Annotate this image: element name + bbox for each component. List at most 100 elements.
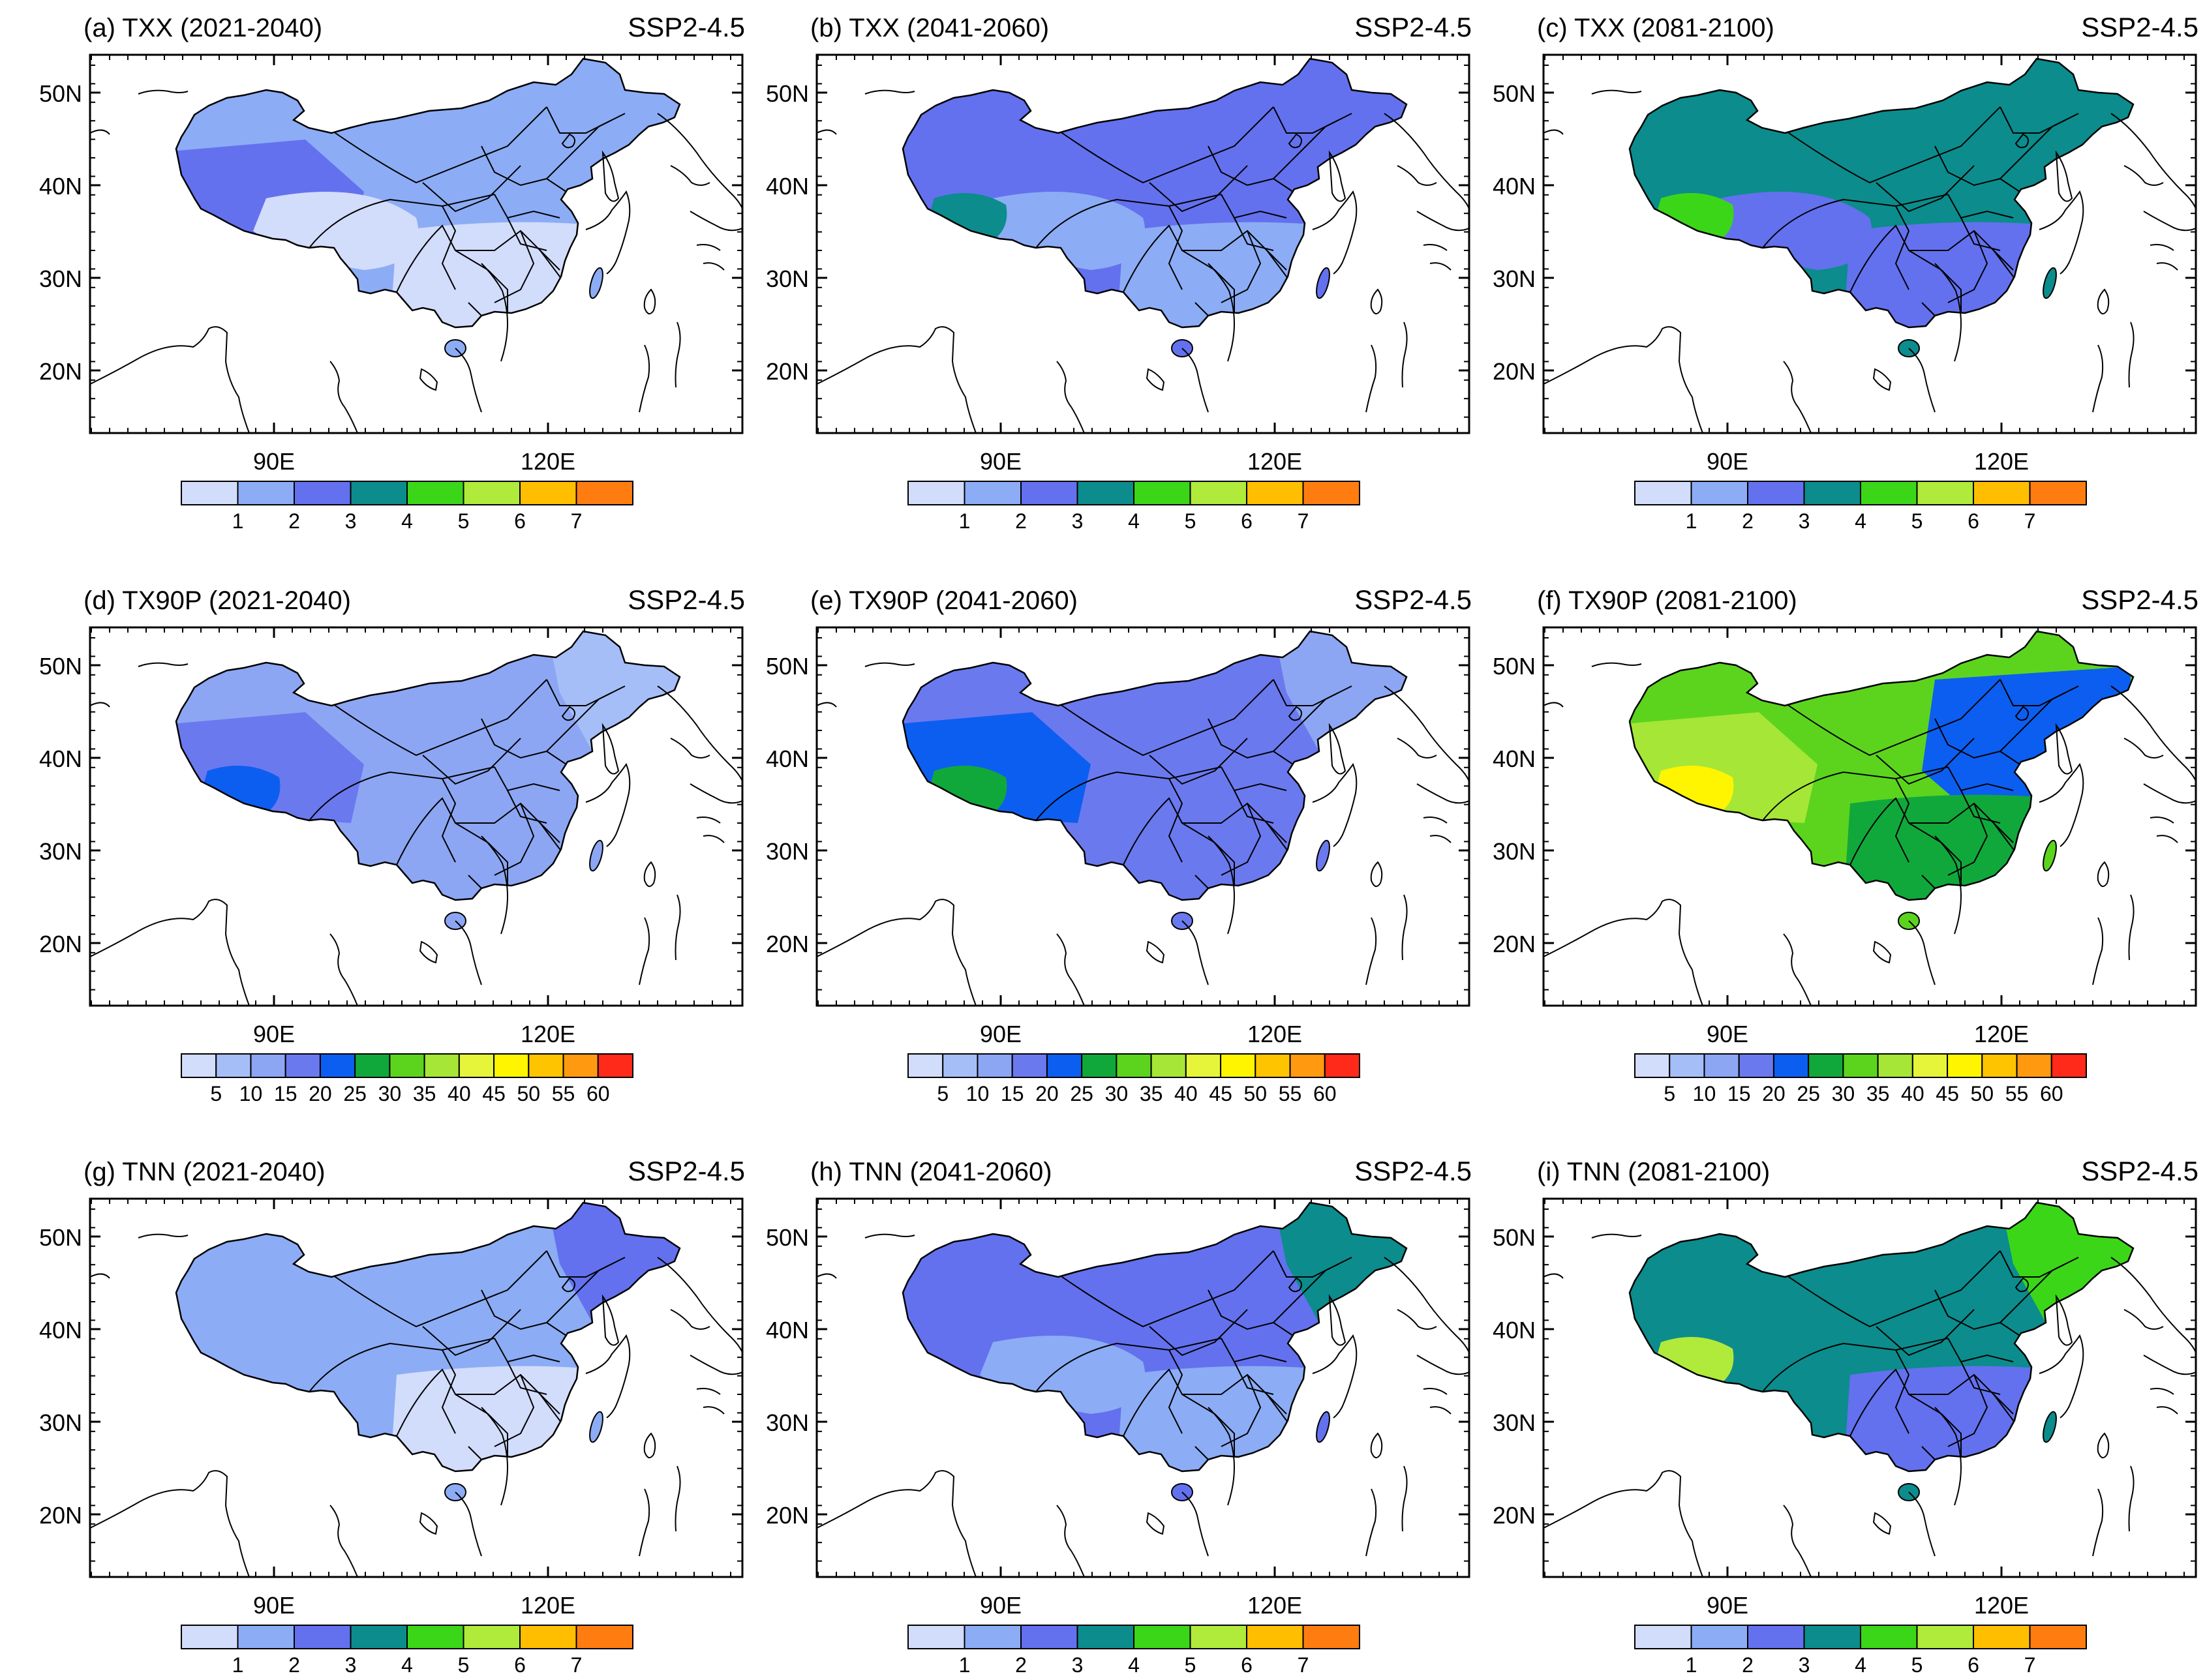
panel-title: (g) TNN (2021-2040) <box>84 1158 326 1186</box>
coastline <box>703 262 725 271</box>
colorbar-label: 35 <box>1140 1082 1163 1105</box>
colorbar-swatch <box>1046 1053 1083 1078</box>
coastline <box>1056 1505 1085 1577</box>
colorbar-swatch <box>1747 1625 1805 1649</box>
coastline <box>1543 899 1703 1006</box>
scenario-label: SSP2-4.5 <box>2081 1156 2198 1186</box>
coastline <box>2097 288 2110 315</box>
map-panel-g: (g) TNN (2021-2040) SSP2-4.5 50N 40N 30N 20N 9… <box>39 1156 745 1677</box>
colorbar: 5 10 15 20 25 30 35 40 45 50 55 60 <box>181 1053 633 1105</box>
colorbar-swatch <box>284 1053 321 1078</box>
coastline <box>90 1470 250 1577</box>
colorbar-swatch <box>1246 481 1304 505</box>
coastline <box>1429 1406 1452 1415</box>
province-border <box>1194 875 1209 889</box>
colorbar-swatch <box>907 481 966 505</box>
province-border <box>1762 194 1949 248</box>
coastline <box>1934 263 1962 362</box>
province-border <box>1947 1338 2014 1363</box>
colorbar-swatch <box>1973 1625 2031 1649</box>
lat-tick-label: 20N <box>1493 1502 1536 1529</box>
coastline <box>2097 861 2110 888</box>
lon-tick-label: 120E <box>1247 1592 1302 1619</box>
lon-tick-label: 90E <box>980 1021 1022 1047</box>
lon-tick-label: 120E <box>1974 1021 2029 1047</box>
colorbar-label: 1 <box>1686 1653 1697 1677</box>
lat-tick-label: 50N <box>766 1224 809 1251</box>
colorbar-swatch <box>1020 481 1078 505</box>
colorbar-label: 5 <box>458 1653 470 1677</box>
colorbar-label: 20 <box>1762 1082 1786 1105</box>
coastline <box>1312 190 1358 275</box>
colorbar-label: 6 <box>1241 509 1253 533</box>
colorbar-label: 3 <box>1072 1653 1084 1677</box>
coastline <box>601 150 620 202</box>
colorbar-swatch <box>1747 481 1805 505</box>
patch-south <box>1844 1366 2039 1471</box>
province-border <box>1214 842 1235 886</box>
map-frame <box>89 53 744 434</box>
colorbar-label: 30 <box>1832 1082 1855 1105</box>
coastline <box>561 706 576 721</box>
lon-tick-label: 120E <box>1974 448 2029 475</box>
coastline <box>1146 940 1165 964</box>
province-border <box>468 302 482 316</box>
colorbar-swatch <box>1916 1625 1974 1649</box>
colorbar-label: 3 <box>1072 509 1084 533</box>
colorbar-swatch <box>562 1053 599 1078</box>
colorbar-label: 7 <box>571 509 583 533</box>
scenario-label: SSP2-4.5 <box>628 1156 745 1186</box>
province-border <box>1876 165 1975 213</box>
lat-tick-label: 40N <box>766 1317 809 1343</box>
province-border <box>1123 797 1215 865</box>
province-border <box>546 679 613 706</box>
scenario-label: SSP2-4.5 <box>628 12 745 42</box>
province-border <box>487 1413 508 1457</box>
colorbar-label: 60 <box>2040 1082 2063 1105</box>
colorbar-swatch <box>1189 1625 1247 1649</box>
coastlines <box>817 1233 1469 1577</box>
colorbar-label: 10 <box>1693 1082 1716 1105</box>
colorbar-swatch <box>1289 1053 1326 1078</box>
colorbar: 1 2 3 4 5 6 7 <box>907 481 1360 533</box>
coastline <box>481 1407 509 1506</box>
map-plot: 50N 40N 30N 20N 90E 120E <box>1493 1197 2197 1619</box>
colorbar-label: 6 <box>1968 509 1979 533</box>
coastline <box>1328 723 1346 775</box>
map-plot: 50N 40N 30N 20N 90E 120E <box>39 1197 744 1619</box>
province-border <box>468 1446 482 1460</box>
coastline <box>2110 685 2196 782</box>
lat-tick-label: 20N <box>39 358 82 385</box>
lat-tick-label: 30N <box>1493 838 1536 865</box>
colorbar-label: 50 <box>1244 1082 1268 1105</box>
colorbar-label: 55 <box>1279 1082 1302 1105</box>
coastline <box>1312 1334 1358 1418</box>
coastline <box>1401 894 1408 961</box>
coastlines <box>1543 662 2196 1006</box>
taiwan-island <box>2043 267 2057 299</box>
colorbar-swatch <box>1803 481 1861 505</box>
colorbar-swatch <box>1803 1625 1861 1649</box>
province-border <box>1194 1446 1209 1460</box>
lon-tick-label: 90E <box>980 1592 1022 1619</box>
colorbar-swatch <box>1703 1053 1740 1078</box>
coastline <box>1591 89 1642 95</box>
scenario-label: SSP2-4.5 <box>1354 584 1472 615</box>
coastline <box>1056 361 1085 433</box>
coastline <box>2110 1257 2196 1353</box>
colorbar-swatch <box>463 1625 521 1649</box>
map-panel-d: (d) TX90P (2021-2040) SSP2-4.5 50N 40N 30N 20… <box>39 584 745 1105</box>
colorbar-label: 1 <box>1686 509 1697 533</box>
map-frame <box>1542 1197 2197 1578</box>
coastline <box>675 1465 681 1532</box>
colorbar-swatch <box>1916 481 1974 505</box>
lat-tick-label: 20N <box>1493 931 1536 957</box>
province-border <box>1168 205 1183 290</box>
province-border <box>494 194 560 219</box>
coastline <box>2123 738 2164 758</box>
coastline <box>1181 1492 1209 1557</box>
province-border <box>1762 1338 1949 1392</box>
patch-south <box>1117 222 1313 327</box>
province-border <box>309 1338 495 1392</box>
province-border <box>2000 106 2066 134</box>
